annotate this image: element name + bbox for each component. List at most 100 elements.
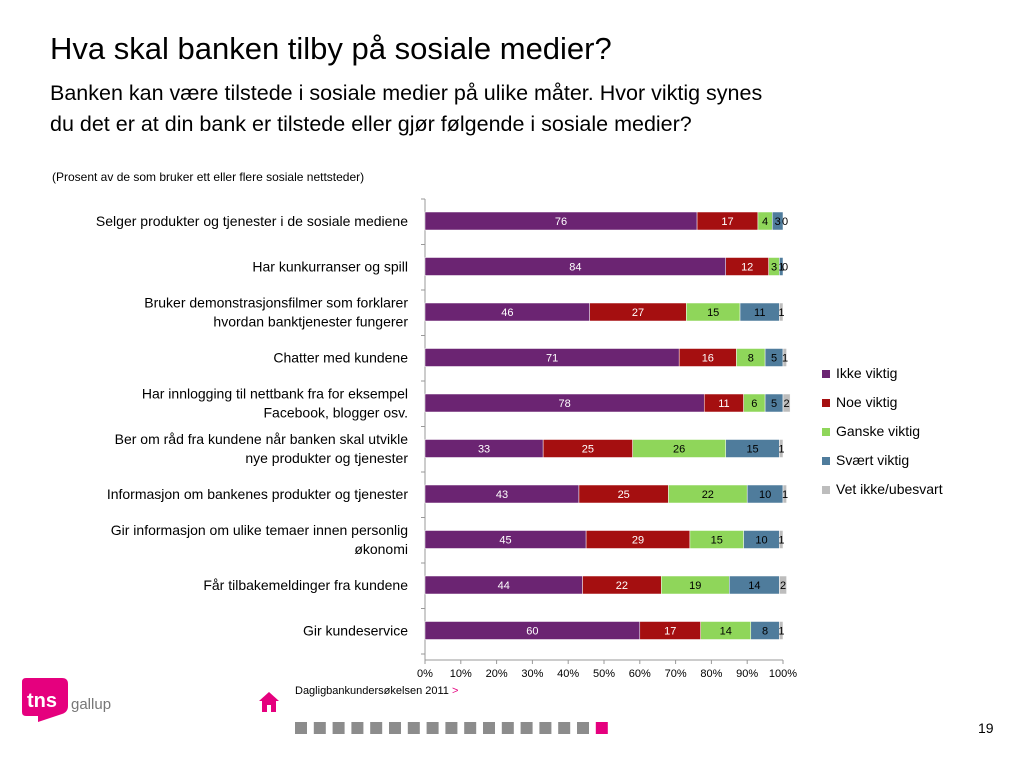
bar-value-label: 0: [782, 262, 788, 274]
bar-value-label: 0: [782, 216, 788, 228]
bar-segment: [779, 257, 784, 276]
category-label: Facebook, blogger osv.: [264, 405, 409, 421]
logo-subtext: gallup: [71, 696, 111, 713]
bar-value-label: 8: [762, 626, 768, 638]
x-tick-label: 10%: [450, 668, 472, 680]
bar-value-label: 3: [771, 262, 777, 274]
progress-square: [295, 722, 307, 734]
progress-square: [520, 722, 533, 734]
bar-value-label: 1: [778, 262, 784, 274]
category-label: Har innlogging til nettbank fra for ekse…: [142, 386, 408, 402]
bar-value-label: 3: [775, 216, 781, 228]
bar-value-label: 25: [618, 489, 630, 501]
bar-value-label: 22: [702, 489, 714, 501]
progress-square: [426, 722, 439, 734]
bar-value-label: 1: [782, 353, 788, 365]
x-tick-label: 20%: [486, 668, 508, 680]
bar-segment: [772, 211, 784, 231]
bar-segment: [779, 621, 784, 640]
progress-square: [407, 722, 420, 734]
category-label: nye produkter og tjenester: [245, 450, 408, 466]
legend-label: Ikke viktig: [836, 365, 897, 381]
x-tick-label: 40%: [557, 668, 579, 680]
category-label: Bruker demonstrasjonsfilmer som forklare…: [144, 295, 408, 311]
category-label: Gir kundeservice: [303, 623, 408, 639]
legend-label: Ganske viktig: [836, 423, 920, 439]
x-tick-label: 70%: [665, 668, 687, 680]
bar-value-label: 84: [569, 262, 581, 274]
bar-value-label: 10: [755, 535, 767, 547]
bar-value-label: 25: [582, 444, 594, 456]
category-label: Gir informasjon om ulike temaer innen pe…: [111, 522, 408, 538]
bar-value-label: 19: [689, 580, 701, 592]
bar-segment: [779, 302, 784, 322]
bar-value-label: 11: [754, 307, 765, 319]
slide-subtitle: Banken kan være tilstede i sosiale medie…: [50, 81, 763, 136]
legend-swatch: [822, 486, 830, 494]
bar-value-label: 5: [771, 353, 777, 365]
progress-square: [313, 722, 326, 734]
progress-square: [558, 722, 571, 734]
legend-swatch: [822, 370, 830, 378]
bar-value-label: 12: [741, 262, 753, 274]
progress-square: [445, 722, 458, 734]
bar-segment: [779, 530, 784, 549]
bar-value-label: 10: [759, 489, 771, 501]
legend-swatch: [822, 457, 830, 465]
legend-label: Svært viktig: [836, 452, 909, 468]
bar-value-label: 44: [498, 580, 510, 592]
bar-value-label: 16: [702, 353, 714, 365]
category-label: Chatter med kundene: [273, 350, 408, 366]
category-label: økonomi: [354, 541, 408, 557]
legend-swatch: [822, 399, 830, 407]
bar-value-label: 71: [546, 353, 558, 365]
bar-value-label: 5: [771, 398, 777, 410]
bar-value-label: 45: [499, 535, 511, 547]
category-label: Selger produkter og tjenester i de sosia…: [96, 213, 408, 229]
bar-value-label: 14: [720, 626, 732, 638]
progress-square: [351, 722, 364, 734]
bar-value-label: 17: [721, 216, 733, 228]
bar-value-label: 1: [782, 489, 788, 501]
category-label: Informasjon om bankenes produkter og tje…: [107, 486, 409, 502]
bar-value-label: 11: [718, 398, 729, 410]
progress-square: [539, 722, 552, 734]
x-tick-label: 30%: [521, 668, 543, 680]
bar-value-label: 4: [762, 216, 768, 228]
progress-square: [332, 722, 345, 734]
category-label: Ber om råd fra kundene når banken skal u…: [115, 431, 409, 447]
bar-value-label: 43: [496, 489, 508, 501]
sample-note: (Prosent av de som bruker ett eller fler…: [52, 170, 365, 184]
progress-square: [464, 722, 477, 734]
bar-segment: [782, 484, 787, 504]
source-footer: Dagligbankundersøkelsen 2011 >: [295, 685, 458, 697]
logo-text: tns: [27, 690, 57, 712]
bar-value-label: 60: [526, 626, 538, 638]
progress-square: [577, 722, 589, 734]
progress-square: [389, 722, 401, 734]
legend-swatch: [822, 428, 830, 436]
bar-value-label: 1: [778, 307, 784, 319]
bar-segment: [779, 575, 787, 595]
tns-logo-shape: [22, 678, 68, 722]
bar-value-label: 2: [780, 580, 786, 592]
bar-segment: [779, 439, 784, 458]
bar-value-label: 6: [751, 398, 757, 410]
bar-value-label: 2: [784, 398, 790, 410]
bar-value-label: 1: [778, 626, 784, 638]
x-tick-label: 90%: [736, 668, 758, 680]
bar-segment: [782, 348, 787, 367]
page-number: 19: [978, 720, 994, 736]
bar-value-label: 26: [673, 444, 685, 456]
home-icon[interactable]: [258, 691, 280, 718]
bar-value-label: 15: [711, 535, 723, 547]
x-tick-label: 0%: [417, 668, 433, 680]
tns-gallup-logo: tns gallup: [18, 676, 118, 733]
bar-value-label: 22: [616, 580, 628, 592]
x-tick-label: 50%: [593, 668, 615, 680]
x-tick-label: 80%: [700, 668, 722, 680]
bar-value-label: 29: [632, 535, 644, 547]
slide-progress-indicator: [295, 722, 608, 734]
x-tick-label: 60%: [629, 668, 651, 680]
bar-value-label: 27: [632, 307, 644, 319]
